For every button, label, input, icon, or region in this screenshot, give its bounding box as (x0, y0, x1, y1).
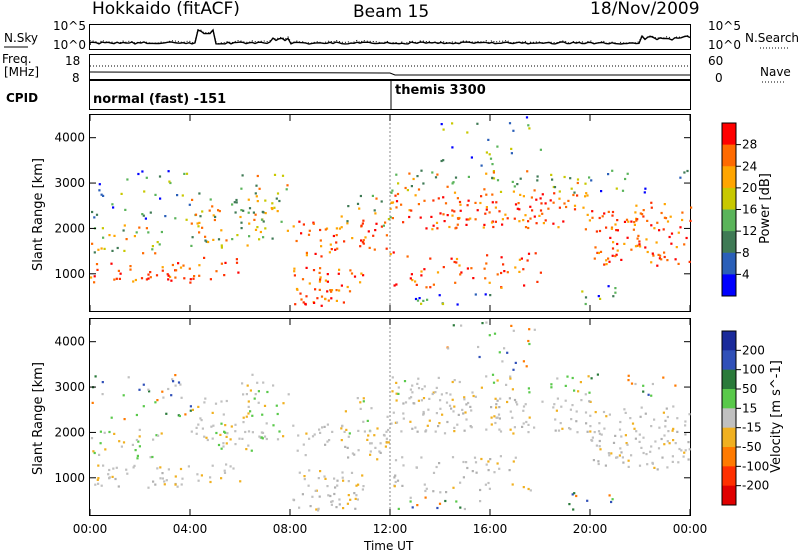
power-colorbar-segment (722, 144, 736, 167)
power-ytick-label: 2000 (54, 221, 85, 235)
power-colorbar-segment (722, 209, 736, 232)
velocity-ytick-label: 4000 (54, 335, 85, 349)
power-cbar-tick-label: 28 (742, 138, 757, 152)
nsearch-label: N.Search (745, 31, 800, 45)
power-cbar-tick-label: 16 (742, 203, 757, 217)
velocity-colorbar-frame (721, 330, 737, 506)
velocity-cbar-tick-label: -50 (742, 440, 762, 454)
power-cbar-tick-label: 8 (742, 246, 750, 260)
station-title: Hokkaido (fitACF) (92, 0, 240, 19)
mhz-label: [MHz] (4, 65, 40, 79)
nsky-panel (89, 24, 691, 50)
freq-line (89, 71, 690, 76)
velocity-cbar-tick-label: 200 (742, 343, 765, 357)
freq-tick-low: 8 (72, 71, 80, 85)
nsearch-line (89, 28, 691, 45)
power-ytick-label: 4000 (54, 131, 85, 145)
velocity-colorbar-segment (722, 389, 736, 409)
cpid-label: CPID (6, 91, 39, 105)
velocity-colorbar-segment (722, 447, 736, 467)
nsky-tick-high: 10^5 (53, 19, 86, 33)
power-ytick-label: 1000 (54, 267, 85, 281)
date-title: 18/Nov/2009 (590, 0, 700, 19)
velocity-colorbar-segment (722, 331, 736, 351)
power-colorbar-segment (722, 187, 736, 210)
velocity-cbar-tick-label: -100 (742, 459, 769, 473)
velocity-colorbar-segment (722, 350, 736, 371)
cpid-mode-themis: themis 3300 (395, 83, 486, 98)
nsky-tick-low: 10^0 (53, 38, 86, 52)
power-cbar-tick-label: 4 (742, 267, 750, 281)
power-echoes (90, 116, 693, 307)
velocity-ytick-label: 3000 (54, 380, 85, 394)
velocity-ytick-label: 2000 (54, 425, 85, 439)
xtick-label: 04:00 (173, 522, 208, 536)
velocity-cbar-tick-label: 15 (742, 401, 757, 415)
nsky-label: N.Sky (4, 31, 39, 45)
power-cbar-tick-label: 20 (742, 181, 757, 195)
nsearch-tick-high: 10^5 (708, 19, 741, 33)
power-colorbar-segment (722, 252, 736, 275)
velocity-cbar-tick-label: 50 (742, 382, 757, 396)
cpid-panel (89, 80, 691, 110)
nsky-line (89, 28, 691, 45)
velocity-colorbar-segment (722, 427, 736, 448)
nave-tick-low: 0 (715, 71, 723, 85)
nave-label: Nave (760, 65, 791, 79)
power-colorbar-segment (722, 166, 736, 189)
freq-tick-high: 18 (65, 54, 81, 68)
freq-label: Freq. (2, 52, 32, 66)
velocity-colorbar-segment (722, 485, 736, 506)
velocity-colorbar-segment (722, 369, 736, 390)
velocity-cbar-tick-label: 100 (742, 363, 765, 377)
xtick-label: 20:00 (573, 522, 608, 536)
xtick-label: 08:00 (273, 522, 308, 536)
velocity-colorbar-segment (722, 408, 736, 429)
power-cbar-tick-label: 24 (742, 159, 757, 173)
xtick-label: 16:00 (473, 522, 508, 536)
beam-title: Beam 15 (353, 2, 430, 22)
power-ytick-label: 3000 (54, 176, 85, 190)
freq-panel (89, 54, 691, 80)
velocity-cbar-tick-label: -15 (742, 421, 762, 435)
power-cbar-tick-label: 12 (742, 224, 757, 238)
velocity-echoes (90, 321, 691, 512)
xtick-label: 12:00 (373, 522, 408, 536)
xtick-label: 00:00 (73, 522, 108, 536)
cpid-mode-normal: normal (fast) -151 (93, 92, 227, 107)
power-colorbar-segment (722, 231, 736, 254)
xtick-label: 00:00 (673, 522, 708, 536)
velocity-ytick-label: 1000 (54, 471, 85, 485)
power-colorbar-segment (722, 274, 736, 297)
power-colorbar-segment (722, 123, 736, 146)
velocity-cbar-tick-label: -200 (742, 479, 769, 493)
nave-tick-high: 60 (708, 54, 724, 68)
velocity-colorbar-segment (722, 466, 736, 487)
nsearch-tick-low: 10^0 (708, 38, 741, 52)
xlabel: Time UT (364, 539, 414, 553)
